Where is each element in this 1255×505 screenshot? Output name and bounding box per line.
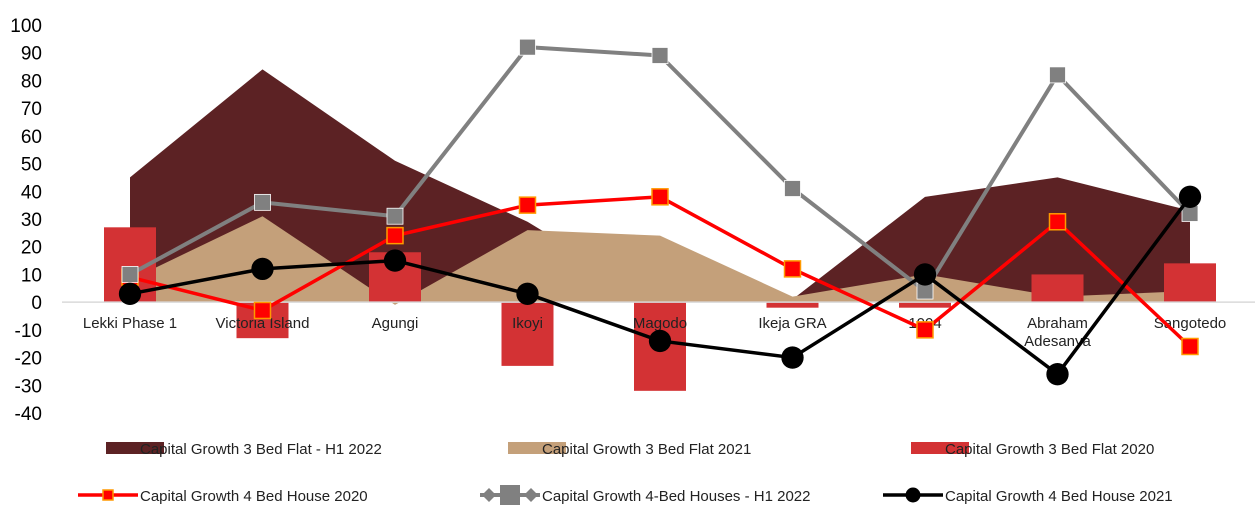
legend-item: Capital Growth 4 Bed House 2021 (883, 487, 1173, 505)
y-tick-label: -10 (15, 321, 42, 342)
point-capital-growth-4-bed-houses-h1-2022 (254, 193, 271, 211)
y-tick-label: -30 (15, 376, 42, 397)
point-capital-growth-4-bed-house-2021 (913, 263, 937, 286)
legend-label: Capital Growth 3 Bed Flat 2020 (945, 441, 1154, 458)
legend-item: Capital Growth 4-Bed Houses - H1 2022 (480, 485, 810, 505)
point-capital-growth-4-bed-house-2021 (516, 282, 539, 305)
bar-series (104, 227, 1216, 391)
x-category-label: Ikeja GRA (758, 315, 826, 332)
point-capital-growth-4-bed-house-2021 (251, 257, 274, 281)
bar-ikeja-gra (766, 302, 819, 308)
point-capital-growth-4-bed-house-2020 (386, 226, 404, 245)
point-capital-growth-4-bed-house-2021 (1046, 363, 1069, 386)
x-category-label-line: Abraham (1027, 315, 1088, 332)
bar-sangotedo (1164, 263, 1216, 303)
x-axis-categories: Lekki Phase 1 Victoria Island Agungi Ikoyi M… (83, 315, 1226, 350)
y-tick-label: 20 (21, 238, 42, 259)
point-capital-growth-4-bed-house-2020 (916, 321, 934, 339)
point-capital-growth-4-bed-house-2021 (781, 346, 804, 369)
x-category-label: Abraham Adesanya (1024, 315, 1091, 350)
legend: Capital Growth 3 Bed Flat - H1 2022 Capit… (78, 441, 1173, 505)
point-capital-growth-4-bed-house-2020 (651, 188, 669, 206)
series-capital-growth-4-bed-houses-h1-2022 (121, 38, 1199, 300)
legend-swatch (508, 442, 566, 454)
point-capital-growth-4-bed-houses-h1-2022 (121, 266, 139, 283)
legend-item: Capital Growth 3 Bed Flat 2021 (508, 441, 751, 458)
legend-swatch (106, 442, 164, 454)
area-series (130, 69, 1190, 305)
legend-label: Capital Growth 4 Bed House 2020 (140, 488, 368, 505)
point-capital-growth-4-bed-house-2020 (1048, 213, 1067, 231)
point-capital-growth-4-bed-house-2021 (118, 282, 142, 305)
y-tick-label: 30 (21, 210, 42, 231)
x-category-label: Lekki Phase 1 (83, 315, 177, 332)
line-series (118, 38, 1202, 386)
legend-swatch-marker (500, 485, 520, 505)
y-tick-label: 60 (21, 127, 42, 148)
bar-1004 (899, 302, 951, 308)
legend-label: Capital Growth 3 Bed Flat - H1 2022 (140, 441, 382, 458)
y-tick-label: 90 (21, 44, 42, 65)
legend-label: Capital Growth 3 Bed Flat 2021 (542, 441, 751, 458)
point-capital-growth-4-bed-house-2021 (383, 249, 407, 272)
x-category-label: Magodo (633, 315, 687, 332)
y-axis-ticks: -40 -30 -20 -10 0 10 20 30 40 50 60 70 80 90 100 (10, 16, 42, 425)
legend-label: Capital Growth 4-Bed Houses - H1 2022 (542, 488, 810, 505)
point-capital-growth-4-bed-houses-h1-2022 (784, 180, 801, 197)
point-capital-growth-4-bed-house-2020 (253, 301, 272, 320)
y-tick-label: -40 (15, 404, 42, 425)
series-capital-growth-4-bed-house-2021 (118, 185, 1202, 386)
bar-ikoyi (501, 302, 554, 366)
point-capital-growth-4-bed-house-2021 (905, 487, 921, 503)
point-capital-growth-4-bed-houses-h1-2022 (1049, 66, 1066, 84)
legend-swatch-diamond (482, 488, 496, 502)
series-capital-growth-4-bed-house-2020 (121, 188, 1199, 356)
point-capital-growth-4-bed-houses-h1-2022 (386, 207, 404, 225)
y-tick-label: 100 (10, 16, 42, 37)
y-tick-label: 70 (21, 99, 42, 120)
point-capital-growth-4-bed-house-2020 (783, 260, 802, 278)
y-tick-label: 50 (21, 155, 42, 176)
bar-abraham-adesanya (1031, 274, 1084, 303)
x-category-label-line: Adesanya (1024, 333, 1091, 350)
point-capital-growth-4-bed-house-2020 (1181, 337, 1199, 356)
y-tick-label: 0 (31, 293, 42, 314)
legend-swatch (911, 442, 969, 454)
point-capital-growth-4-bed-house-2021 (1178, 185, 1202, 208)
y-tick-label: -20 (15, 349, 42, 370)
x-category-label: Agungi (372, 315, 419, 332)
legend-label: Capital Growth 4 Bed House 2021 (945, 488, 1173, 505)
point-capital-growth-4-bed-houses-h1-2022 (519, 38, 536, 56)
x-category-label: Victoria Island (216, 315, 310, 332)
legend-item: Capital Growth 4 Bed House 2020 (78, 488, 368, 505)
y-tick-label: 10 (21, 265, 42, 286)
legend-item: Capital Growth 3 Bed Flat 2020 (911, 441, 1154, 458)
point-capital-growth-4-bed-house-2020 (102, 489, 114, 501)
legend-item: Capital Growth 3 Bed Flat - H1 2022 (106, 441, 382, 458)
y-tick-label: 40 (21, 182, 42, 203)
point-capital-growth-4-bed-houses-h1-2022 (651, 47, 669, 64)
legend-swatch-diamond (524, 488, 538, 502)
point-capital-growth-4-bed-house-2021 (648, 329, 672, 353)
point-capital-growth-4-bed-house-2020 (518, 196, 537, 214)
x-category-label: Ikoyi (512, 315, 543, 332)
y-tick-label: 80 (21, 71, 42, 92)
